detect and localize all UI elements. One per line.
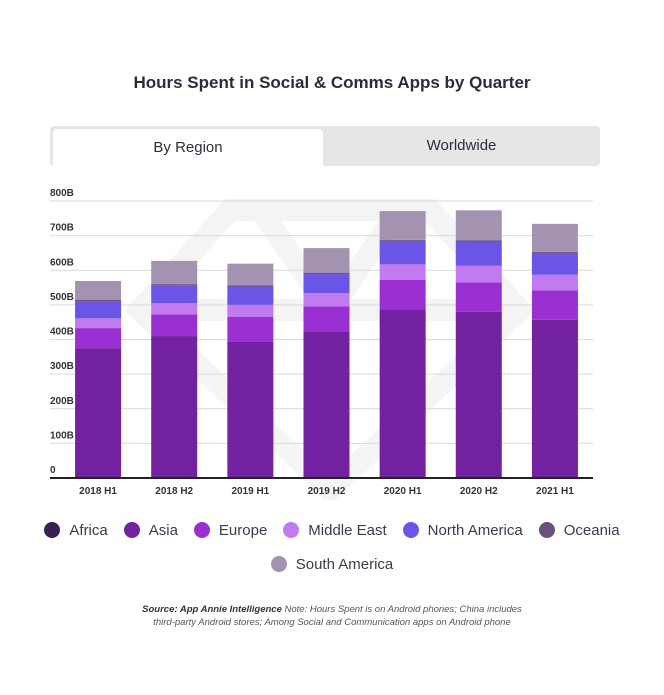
legend-item: Middle East bbox=[283, 520, 387, 540]
bar-segment-middle-east bbox=[151, 303, 198, 315]
note-line-1: Note: Hours Spent is on Android phones; … bbox=[284, 604, 522, 615]
legend-swatch bbox=[538, 522, 555, 538]
bar-segment-north-america bbox=[531, 252, 578, 275]
legend-item: Europe bbox=[193, 520, 268, 540]
bar-segment-south-america bbox=[531, 223, 578, 252]
bar-segment-south-america bbox=[379, 211, 426, 240]
bar-segment-oceania bbox=[303, 273, 350, 275]
x-tick-label: 2018 H1 bbox=[79, 486, 117, 497]
bar-segment-asia bbox=[379, 309, 426, 478]
chart-title: Hours Spent in Social & Comms Apps by Qu… bbox=[133, 73, 531, 92]
bar-segment-europe bbox=[531, 290, 578, 320]
legend-label: Asia bbox=[148, 521, 178, 539]
legend-item: Africa bbox=[44, 520, 108, 540]
bar-segment-oceania bbox=[151, 284, 198, 286]
y-tick-label: 400B bbox=[50, 327, 74, 338]
bar-segment-north-america bbox=[455, 241, 502, 266]
legend-label: South America bbox=[295, 555, 394, 573]
bar-segment-oceania bbox=[75, 300, 122, 302]
bar-segment-middle-east bbox=[531, 274, 578, 291]
bar-segment-south-america bbox=[303, 248, 350, 274]
tab-by-region[interactable]: By Region bbox=[53, 129, 323, 169]
bar-segment-asia bbox=[75, 348, 122, 478]
bar-segment-asia bbox=[303, 331, 350, 478]
bar-segment-europe bbox=[151, 314, 198, 337]
bar-segment-middle-east bbox=[379, 264, 426, 280]
legend-swatch bbox=[402, 522, 419, 538]
y-tick-label: 200B bbox=[50, 396, 74, 407]
bar-segment-south-america bbox=[75, 280, 122, 301]
bar-segment-middle-east bbox=[75, 318, 122, 329]
chart-legend: Africa Asia Europe Middle East North America… bbox=[0, 520, 664, 574]
view-tabs: By Region Worldwide bbox=[50, 126, 600, 169]
legend-label: North America bbox=[427, 521, 523, 539]
bar-segment-middle-east bbox=[303, 293, 350, 307]
legend-item: North America bbox=[402, 520, 523, 540]
source-label: Source: App Annie Intelligence bbox=[142, 604, 282, 615]
legend-swatch bbox=[123, 522, 140, 538]
y-tick-label: 300B bbox=[50, 361, 74, 372]
bar-segment-north-america bbox=[379, 240, 426, 265]
legend-label: Middle East bbox=[308, 521, 387, 539]
bar-segment-europe bbox=[75, 328, 122, 349]
legend-swatch bbox=[193, 522, 210, 538]
bar-segment-south-america bbox=[455, 210, 502, 241]
bar-segment-asia bbox=[455, 311, 502, 478]
y-tick-label: 800B bbox=[50, 188, 74, 199]
y-tick-label: 600B bbox=[50, 257, 74, 268]
x-tick-label: 2019 H2 bbox=[308, 486, 346, 497]
x-tick-label: 2019 H1 bbox=[231, 486, 269, 497]
bar-segment-oceania bbox=[227, 285, 274, 287]
bar-segment-europe bbox=[455, 282, 502, 312]
legend-swatch bbox=[283, 522, 300, 538]
x-tick-label: 2020 H2 bbox=[460, 486, 498, 497]
legend-item: Asia bbox=[123, 520, 178, 540]
bar-segment-europe bbox=[303, 306, 350, 332]
y-tick-label: 100B bbox=[50, 430, 74, 441]
source-note: Source: App Annie Intelligence Note: Hou… bbox=[0, 603, 664, 629]
bar-segment-oceania bbox=[379, 239, 426, 241]
bar-segment-middle-east bbox=[455, 265, 502, 283]
bar-segment-asia bbox=[531, 319, 578, 478]
bar-segment-south-america bbox=[227, 263, 274, 286]
bar-segment-south-america bbox=[151, 260, 198, 285]
bar-segment-asia bbox=[227, 341, 274, 478]
legend-item: South America bbox=[270, 554, 394, 574]
bar-segment-asia bbox=[151, 336, 198, 478]
legend-label: Africa bbox=[69, 521, 108, 539]
legend-label: Oceania bbox=[563, 521, 620, 539]
stacked-bar-chart: 0 100B 200B 300B 400B 500B 600B 700B 800B 2018 H1… bbox=[50, 188, 593, 500]
bar-segment-middle-east bbox=[227, 304, 274, 317]
legend-swatch bbox=[270, 556, 287, 572]
bar-segment-europe bbox=[227, 316, 274, 342]
y-tick-label: 0 bbox=[50, 465, 56, 476]
legend-label: Europe bbox=[218, 521, 268, 539]
y-tick-label: 500B bbox=[50, 292, 74, 303]
bar-segment-north-america bbox=[75, 301, 122, 319]
x-tick-label: 2018 H2 bbox=[155, 486, 193, 497]
tab-worldwide[interactable]: Worldwide bbox=[426, 137, 497, 154]
legend-item: Oceania bbox=[538, 520, 620, 540]
bar-segment-north-america bbox=[151, 285, 198, 304]
bar-segment-europe bbox=[379, 279, 426, 310]
note-line-2: third-party Android stores; Among Social… bbox=[153, 617, 511, 628]
legend-swatch bbox=[44, 522, 61, 538]
x-tick-label: 2020 H1 bbox=[384, 486, 422, 497]
bar-segment-north-america bbox=[227, 286, 274, 305]
bar-segment-north-america bbox=[303, 274, 350, 294]
bar-segment-oceania bbox=[531, 251, 578, 253]
x-tick-label: 2021 H1 bbox=[536, 486, 574, 497]
y-tick-label: 700B bbox=[50, 223, 74, 234]
bar-segment-oceania bbox=[455, 240, 502, 242]
